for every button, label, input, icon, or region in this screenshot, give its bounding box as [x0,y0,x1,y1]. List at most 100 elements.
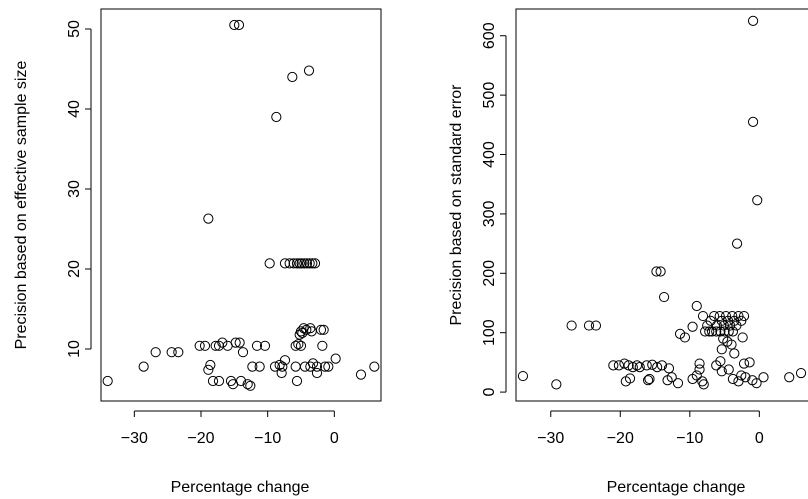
data-point [714,310,725,322]
y-axis-title: Precision based on effective sample size [13,61,30,350]
x-tick-label: −20 [607,430,634,447]
data-point [727,326,739,337]
data-point [295,340,307,351]
data-point [727,373,739,385]
data-point [207,375,219,387]
y-tick-label: 40 [66,100,83,118]
data-point [299,258,310,269]
data-point [290,340,301,351]
y-axis-title: Precision based on standard error [448,84,465,326]
data-point [235,375,247,387]
y-tick-label: 400 [481,141,498,168]
data-point [213,340,225,351]
data-point [323,361,334,372]
data-point [651,266,662,277]
data-point [295,326,307,337]
data-point [715,326,726,337]
data-point [738,358,750,369]
data-point [726,339,737,350]
data-point [355,369,367,380]
data-point [709,310,720,322]
data-point [319,361,331,372]
data-point [700,326,711,337]
data-point [259,340,271,351]
data-point [731,238,743,249]
data-point [317,340,328,351]
data-point [318,324,329,335]
data-point [583,320,595,331]
data-point [194,340,205,351]
data-point [647,359,658,370]
data-point [751,378,762,389]
data-point [641,360,652,371]
data-point [307,258,318,269]
data-point [723,364,734,375]
data-point [247,361,258,372]
data-point [729,348,740,359]
data-point [566,320,577,331]
plot-frame [100,8,382,402]
data-point [210,340,221,351]
data-point [311,361,323,372]
data-point [102,375,113,387]
data-point [723,326,734,337]
data-point [711,326,722,337]
x-tick-label: 0 [330,430,339,447]
data-point [691,370,702,381]
x-tick-label: −30 [121,430,148,447]
data-point [290,361,301,372]
data-point [287,71,298,83]
data-point [279,258,291,269]
data-point [706,326,718,337]
data-point [254,361,265,372]
data-point [631,360,643,371]
data-point [752,195,763,206]
data-point [795,367,807,379]
x-tick-label: −20 [187,430,214,447]
data-point [733,376,744,387]
data-point [230,337,241,348]
data-point [694,358,705,369]
data-point [245,380,256,391]
data-point [738,310,750,322]
data-point [138,361,149,372]
data-point [233,19,245,31]
data-point [784,372,795,383]
y-tick-label: 10 [66,340,83,358]
data-point [716,366,727,377]
data-point [269,361,281,372]
data-point [747,116,759,127]
data-point [309,258,321,269]
data-point [199,340,211,351]
data-point [279,355,291,366]
y-tick-label: 20 [66,260,83,278]
data-point [727,310,738,322]
data-point [551,379,562,390]
data-point [205,359,216,371]
x-axis-title: Percentage change [607,479,746,496]
data-point [242,379,253,390]
data-point [304,258,315,269]
data-point [150,347,161,358]
data-point [694,364,705,375]
data-point [276,367,287,379]
data-point [166,347,177,358]
x-tick-label: −30 [537,430,564,447]
data-point [644,373,655,385]
data-point [697,310,709,322]
data-point [744,357,755,368]
data-point [315,324,327,335]
x-tick-label: −10 [676,430,703,447]
data-point [634,362,645,373]
data-point [720,310,732,322]
data-point [715,356,726,367]
data-point [716,344,727,355]
data-point [301,258,313,269]
data-point [330,353,341,364]
data-point [225,375,237,387]
data-point [203,213,214,224]
data-point [698,379,709,390]
data-point [203,364,214,375]
x-tick-label: −10 [254,430,281,447]
